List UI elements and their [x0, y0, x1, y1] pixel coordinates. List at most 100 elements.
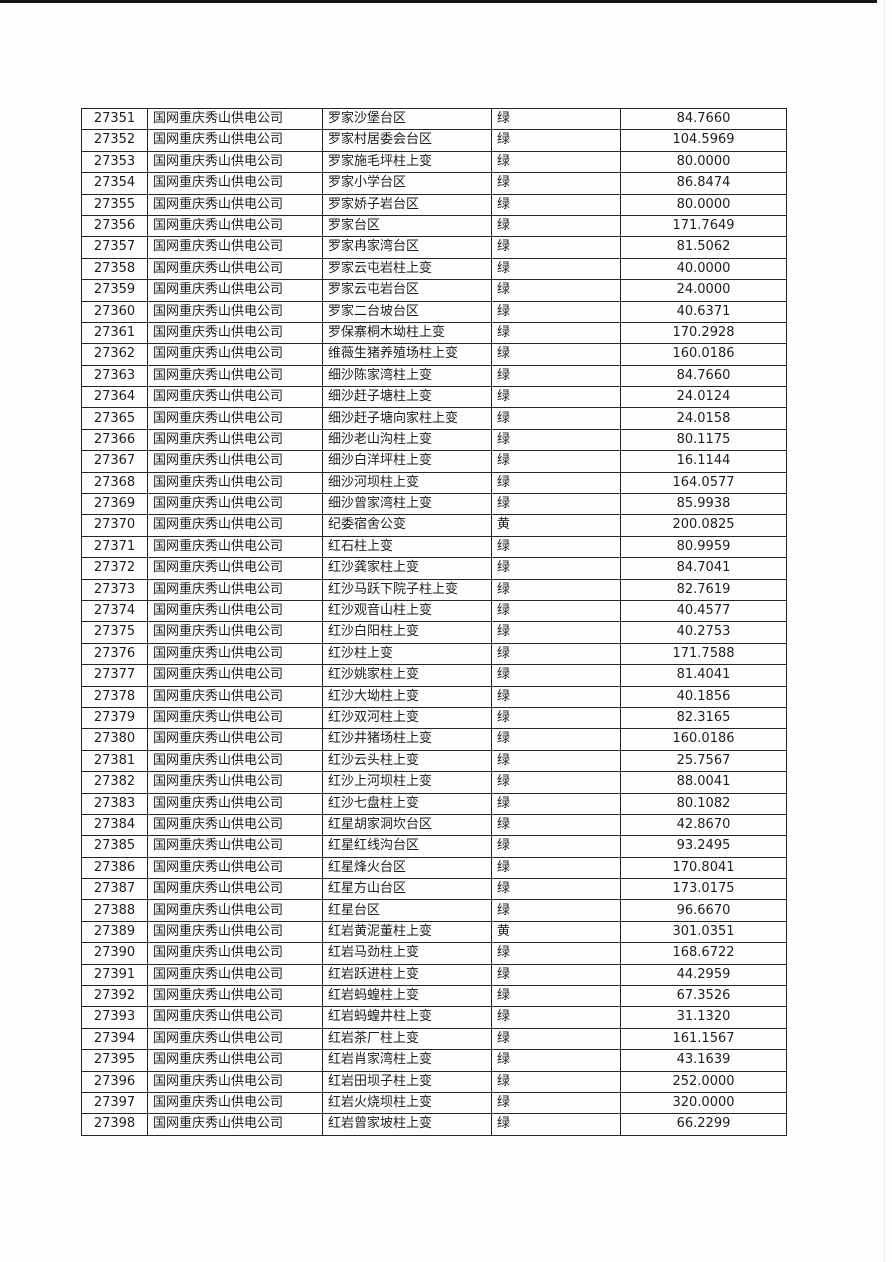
- cell-company-name: 国网重庆秀山供电公司: [147, 107, 323, 131]
- cell-row-id: 27391: [81, 963, 148, 987]
- cell-row-id: 27351: [81, 107, 148, 131]
- cell-load-value: 25.7567: [620, 749, 787, 773]
- cell-load-value: 31.1320: [620, 1006, 787, 1029]
- cell-station-name: 红岩茶厂柱上变: [322, 1027, 492, 1051]
- cell-load-value: 43.1639: [620, 1049, 787, 1072]
- cell-station-name: 罗家沙堡台区: [322, 107, 492, 131]
- table-row: 27368 国网重庆秀山供电公司 细沙河坝柱上变 绿 164.0577: [81, 471, 787, 495]
- cell-station-name: 红岩火烧坝柱上变: [322, 1091, 492, 1115]
- cell-station-name: 红沙井猪场柱上变: [322, 728, 492, 751]
- cell-status-color: 绿: [491, 343, 621, 366]
- cell-station-name: 红岩马劲柱上变: [322, 942, 492, 965]
- cell-status-color: 绿: [491, 749, 621, 773]
- cell-station-name: 红沙姚家柱上变: [322, 664, 492, 687]
- table-row: 27373 国网重庆秀山供电公司 红沙马跃下院子柱上变 绿 82.7619: [81, 578, 787, 601]
- table-row: 27379 国网重庆秀山供电公司 红沙双河柱上变 绿 82.3165: [81, 706, 787, 730]
- cell-status-color: 绿: [491, 172, 621, 195]
- cell-station-name: 红沙上河坝柱上变: [322, 771, 492, 794]
- cell-station-name: 罗家村居委会台区: [322, 129, 492, 152]
- table-row: 27375 国网重庆秀山供电公司 红沙白阳柱上变 绿 40.2753: [81, 621, 787, 644]
- table-row: 27381 国网重庆秀山供电公司 红沙云头柱上变 绿 25.7567: [81, 749, 787, 773]
- transformer-load-table: 27351 国网重庆秀山供电公司 罗家沙堡台区 绿 84.7660 27352 …: [81, 107, 787, 1136]
- cell-status-color: 黄: [491, 514, 621, 537]
- cell-row-id: 27390: [81, 942, 148, 965]
- cell-station-name: 红星烽火台区: [322, 856, 492, 880]
- cell-company-name: 国网重庆秀山供电公司: [147, 150, 323, 174]
- table-row: 27397 国网重庆秀山供电公司 红岩火烧坝柱上变 绿 320.0000: [81, 1091, 787, 1115]
- cell-station-name: 红星胡家洞坎台区: [322, 813, 492, 837]
- table-row: 27357 国网重庆秀山供电公司 罗家冉家湾台区 绿 81.5062: [81, 236, 787, 259]
- cell-load-value: 82.7619: [620, 578, 787, 601]
- cell-load-value: 88.0041: [620, 771, 787, 794]
- cell-load-value: 16.1144: [620, 450, 787, 473]
- cell-company-name: 国网重庆秀山供电公司: [147, 193, 323, 216]
- table-row: 27371 国网重庆秀山供电公司 红石柱上变 绿 80.9959: [81, 535, 787, 559]
- cell-company-name: 国网重庆秀山供电公司: [147, 920, 323, 944]
- cell-load-value: 164.0577: [620, 471, 787, 495]
- cell-company-name: 国网重庆秀山供电公司: [147, 557, 323, 580]
- cell-station-name: 罗家二台坡台区: [322, 300, 492, 323]
- cell-row-id: 27377: [81, 664, 148, 687]
- cell-row-id: 27392: [81, 985, 148, 1008]
- cell-company-name: 国网重庆秀山供电公司: [147, 535, 323, 559]
- cell-station-name: 红岩曾家坡柱上变: [322, 1113, 492, 1136]
- table-row: 27388 国网重庆秀山供电公司 红星台区 绿 96.6670: [81, 899, 787, 922]
- cell-company-name: 国网重庆秀山供电公司: [147, 450, 323, 473]
- cell-station-name: 红沙马跃下院子柱上变: [322, 578, 492, 601]
- cell-station-name: 红岩蚂蝗井柱上变: [322, 1006, 492, 1029]
- cell-station-name: 红沙龚家柱上变: [322, 557, 492, 580]
- cell-station-name: 细沙赶子塘柱上变: [322, 386, 492, 409]
- cell-load-value: 84.7660: [620, 107, 787, 131]
- cell-row-id: 27359: [81, 279, 148, 302]
- cell-station-name: 罗家云屯岩柱上变: [322, 257, 492, 281]
- cell-row-id: 27373: [81, 578, 148, 601]
- cell-row-id: 27366: [81, 428, 148, 452]
- cell-status-color: 绿: [491, 107, 621, 131]
- cell-status-color: 绿: [491, 300, 621, 323]
- cell-company-name: 国网重庆秀山供电公司: [147, 621, 323, 644]
- cell-status-color: 绿: [491, 835, 621, 858]
- table-body: 27351 国网重庆秀山供电公司 罗家沙堡台区 绿 84.7660 27352 …: [81, 107, 787, 1136]
- cell-company-name: 国网重庆秀山供电公司: [147, 279, 323, 302]
- cell-load-value: 80.1175: [620, 428, 787, 452]
- cell-company-name: 国网重庆秀山供电公司: [147, 236, 323, 259]
- table-row: 27355 国网重庆秀山供电公司 罗家娇子岩台区 绿 80.0000: [81, 193, 787, 216]
- cell-station-name: 罗保寨桐木坳柱上变: [322, 321, 492, 345]
- cell-load-value: 320.0000: [620, 1091, 787, 1115]
- table-row: 27356 国网重庆秀山供电公司 罗家台区 绿 171.7649: [81, 214, 787, 238]
- cell-row-id: 27356: [81, 214, 148, 238]
- cell-company-name: 国网重庆秀山供电公司: [147, 343, 323, 366]
- cell-row-id: 27389: [81, 920, 148, 944]
- cell-load-value: 96.6670: [620, 899, 787, 922]
- cell-row-id: 27394: [81, 1027, 148, 1051]
- cell-company-name: 国网重庆秀山供电公司: [147, 642, 323, 666]
- table-row: 27376 国网重庆秀山供电公司 红沙柱上变 绿 171.7588: [81, 642, 787, 666]
- cell-status-color: 绿: [491, 386, 621, 409]
- cell-company-name: 国网重庆秀山供电公司: [147, 899, 323, 922]
- cell-load-value: 171.7588: [620, 642, 787, 666]
- cell-company-name: 国网重庆秀山供电公司: [147, 985, 323, 1008]
- table-row: 27398 国网重庆秀山供电公司 红岩曾家坡柱上变 绿 66.2299: [81, 1113, 787, 1136]
- cell-load-value: 24.0158: [620, 407, 787, 430]
- cell-row-id: 27357: [81, 236, 148, 259]
- cell-company-name: 国网重庆秀山供电公司: [147, 1027, 323, 1051]
- cell-station-name: 细沙老山沟柱上变: [322, 428, 492, 452]
- cell-load-value: 84.7660: [620, 364, 787, 388]
- cell-station-name: 细沙曾家湾柱上变: [322, 493, 492, 516]
- cell-row-id: 27385: [81, 835, 148, 858]
- cell-row-id: 27379: [81, 706, 148, 730]
- cell-row-id: 27387: [81, 878, 148, 901]
- table-row: 27387 国网重庆秀山供电公司 红星方山台区 绿 173.0175: [81, 878, 787, 901]
- cell-status-color: 绿: [491, 856, 621, 880]
- cell-row-id: 27395: [81, 1049, 148, 1072]
- cell-station-name: 细沙白洋坪柱上变: [322, 450, 492, 473]
- cell-load-value: 44.2959: [620, 963, 787, 987]
- cell-station-name: 红星台区: [322, 899, 492, 922]
- table-row: 27374 国网重庆秀山供电公司 红沙观音山柱上变 绿 40.4577: [81, 599, 787, 623]
- cell-status-color: 绿: [491, 771, 621, 794]
- cell-station-name: 红岩肖家湾柱上变: [322, 1049, 492, 1072]
- cell-station-name: 纪委宿舍公变: [322, 514, 492, 537]
- cell-load-value: 84.7041: [620, 557, 787, 580]
- cell-station-name: 红沙大坳柱上变: [322, 685, 492, 708]
- cell-status-color: 绿: [491, 963, 621, 987]
